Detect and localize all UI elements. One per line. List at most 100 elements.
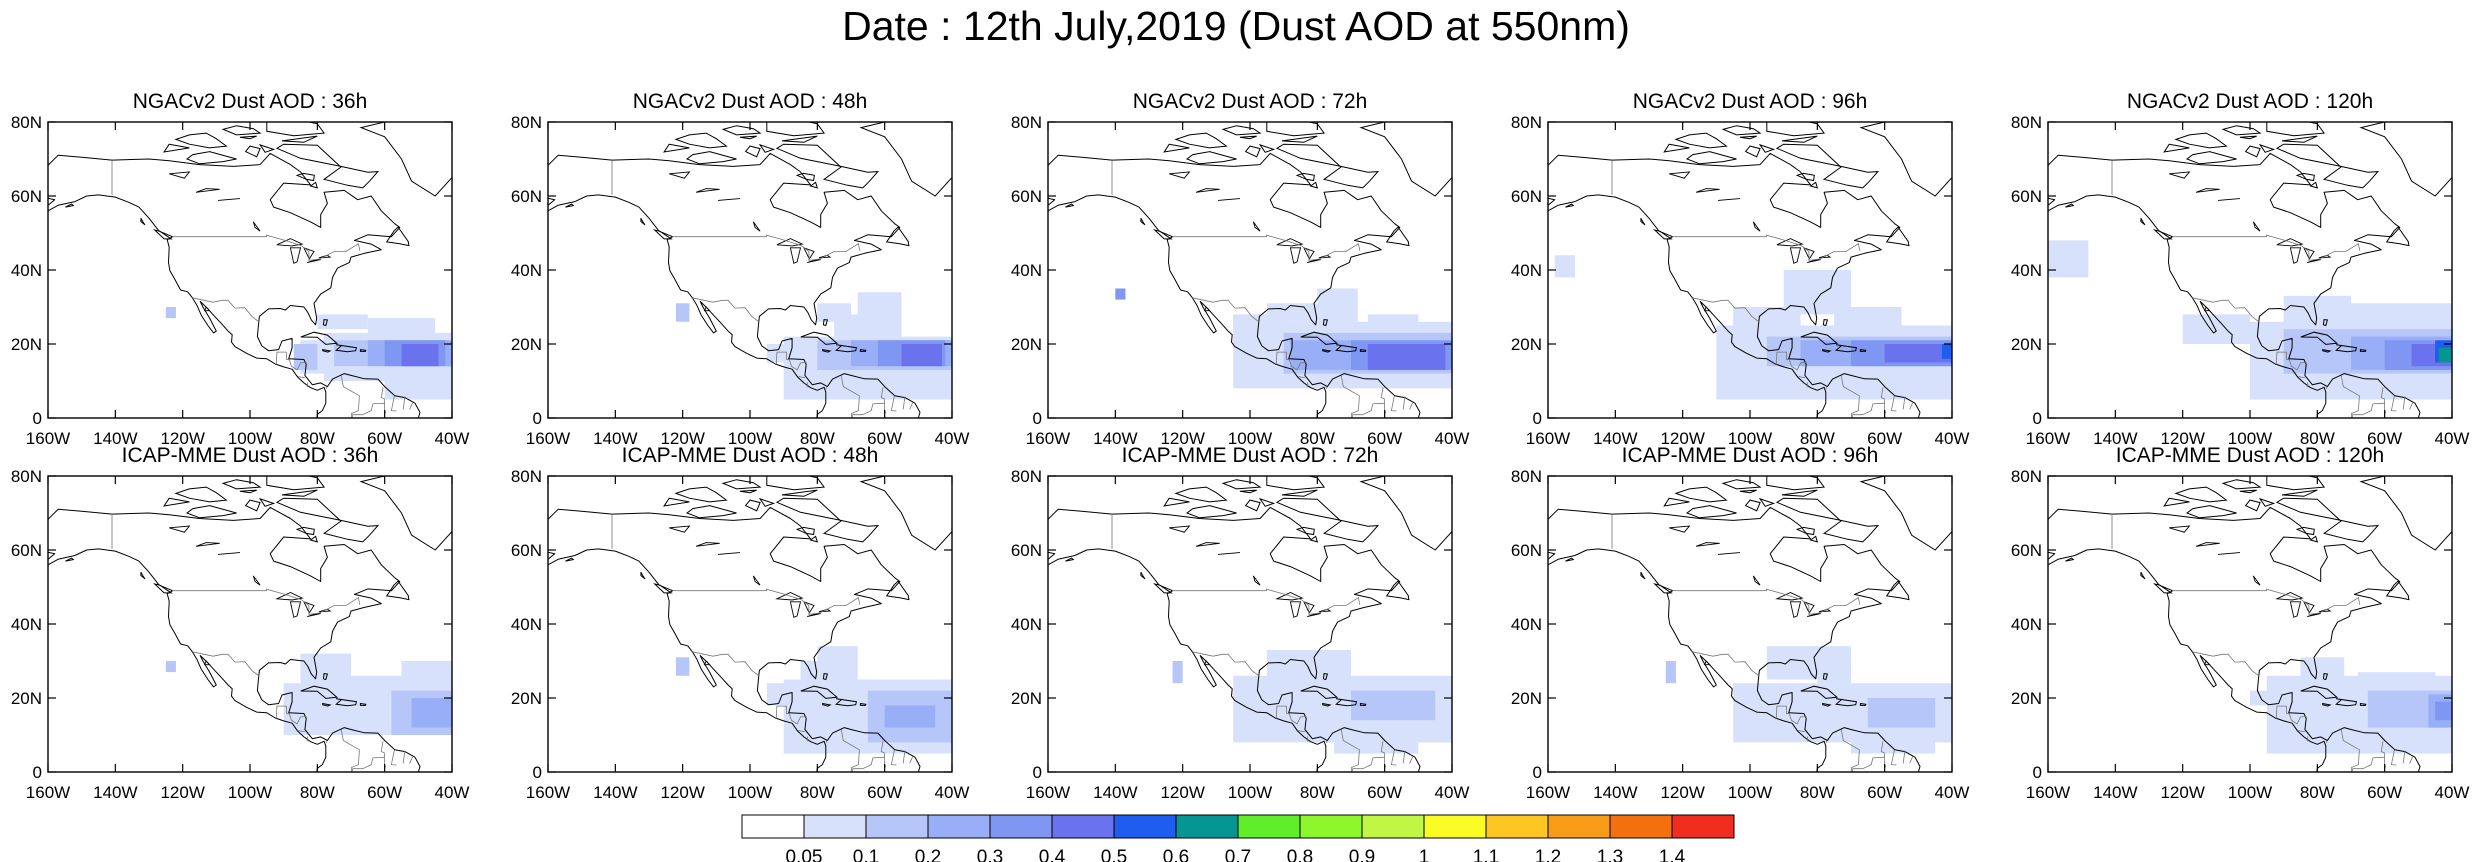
x-tick-label: 80W — [800, 429, 835, 448]
dust-aod-cell — [1867, 698, 1936, 728]
island-coastline — [335, 698, 358, 707]
x-tick-label: 40W — [1935, 429, 1970, 448]
island-coastline — [1385, 580, 1410, 601]
island-coastline — [739, 489, 757, 494]
country-border — [275, 351, 287, 365]
country-border — [1298, 376, 1305, 379]
island-coastline — [1065, 557, 1075, 562]
country-border — [325, 386, 328, 389]
island-coastline — [800, 685, 839, 699]
country-border — [2325, 386, 2328, 389]
country-border — [1192, 651, 1260, 677]
x-tick-label: 120W — [160, 783, 204, 802]
island-coastline — [65, 203, 75, 208]
island-coastline — [1744, 499, 1761, 512]
x-tick-label: 60W — [2367, 783, 2402, 802]
island-coastline — [775, 143, 880, 189]
island-coastline — [2385, 580, 2410, 601]
country-border — [1851, 402, 1885, 418]
island-coastline — [744, 145, 761, 158]
map-panel: NGACv2 Dust AOD : 72h 160W 140W 120W 100W 80W… — [1011, 90, 1470, 448]
lake-outline — [818, 608, 832, 613]
x-tick-label: 120W — [660, 783, 704, 802]
x-tick-label: 160W — [2026, 429, 2070, 448]
lake-outline — [818, 254, 832, 259]
island-coastline — [275, 143, 380, 189]
lake-outline — [1203, 660, 1211, 666]
x-tick-label: 80W — [1300, 429, 1335, 448]
panel-title: ICAP-MME Dust AOD : 72h — [1122, 444, 1379, 467]
dust-aod-cell — [351, 675, 402, 691]
map-area — [48, 122, 452, 418]
island-coastline — [1859, 476, 1952, 551]
x-tick-label: 120W — [1160, 783, 1204, 802]
map-panel: ICAP-MME Dust AOD : 72h 160W 140W 120W 100W 8… — [1011, 444, 1470, 802]
x-tick-label: 140W — [593, 429, 637, 448]
island-coastline — [640, 217, 646, 226]
island-coastline — [2322, 702, 2332, 707]
lake-outline — [2289, 247, 2302, 264]
island-coastline — [1739, 489, 1757, 494]
country-border — [1325, 386, 1328, 389]
island-coastline — [822, 348, 832, 353]
lake-outline — [169, 171, 191, 179]
island-coastline — [663, 497, 690, 507]
country-border — [840, 729, 860, 772]
colorbar-box — [927, 814, 991, 839]
lake-outline — [203, 660, 211, 666]
island-coastline — [1674, 132, 1728, 149]
island-coastline — [1359, 122, 1452, 197]
lake-outline — [1789, 601, 1802, 618]
lake-outline — [2195, 188, 2220, 193]
country-border — [1840, 729, 1860, 772]
country-border — [1890, 395, 1897, 412]
island-coastline — [300, 331, 339, 345]
lake-outline — [695, 188, 720, 193]
island-coastline — [809, 535, 819, 543]
dust-aod-cell — [1665, 661, 1676, 684]
lake-outline — [2252, 221, 2261, 232]
island-coastline — [1766, 122, 1826, 137]
country-border — [2192, 651, 2260, 677]
map-area — [1548, 476, 1952, 772]
colorbar-tick-label: 0.1 — [853, 847, 879, 862]
colorbar: 0.05 0.1 0.2 0.3 0.4 0.5 0.6 0.7 0.8 0.9 1 1.1 1.2 1.… — [741, 814, 1735, 862]
dust-aod-cell — [293, 344, 318, 370]
country-border — [1902, 750, 1906, 764]
country-border — [402, 750, 406, 764]
x-tick-label: 60W — [367, 783, 402, 802]
lake-outline — [1169, 171, 1191, 179]
dust-aod-cell — [317, 705, 351, 728]
island-coastline — [2300, 685, 2339, 699]
country-border — [380, 741, 387, 768]
island-coastline — [385, 580, 410, 601]
island-coastline — [2281, 489, 2318, 497]
island-coastline — [2185, 505, 2237, 519]
country-border — [840, 375, 860, 418]
y-tick-label: 40N — [1511, 261, 1542, 280]
map-area — [1048, 122, 1452, 418]
dust-aod-cell — [411, 698, 452, 728]
map-panel: NGACv2 Dust AOD : 96h 160W 140W 120W 100W 80W… — [1511, 90, 1970, 448]
lake-outline — [1169, 525, 1191, 533]
colorbar-tick-label: 1.1 — [1473, 847, 1499, 862]
country-border — [1402, 750, 1406, 764]
island-coastline — [1640, 571, 1646, 580]
country-border — [1840, 375, 1860, 418]
lake-outline — [1307, 259, 1321, 264]
island-coastline — [1744, 145, 1761, 158]
island-coastline — [2153, 583, 2173, 594]
x-tick-label: 60W — [867, 429, 902, 448]
island-coastline — [1295, 172, 1315, 182]
island-coastline — [1258, 143, 1276, 153]
island-coastline — [1185, 151, 1237, 165]
island-coastline — [2295, 172, 2315, 182]
island-coastline — [1065, 203, 1075, 208]
country-border — [1285, 712, 1307, 725]
country-border — [1390, 749, 1397, 766]
island-coastline — [1640, 217, 1646, 226]
island-coastline — [2174, 486, 2228, 503]
y-tick-label: 60N — [11, 187, 42, 206]
colorbar-box — [1237, 814, 1301, 839]
panel-title: ICAP-MME Dust AOD : 36h — [122, 444, 379, 467]
